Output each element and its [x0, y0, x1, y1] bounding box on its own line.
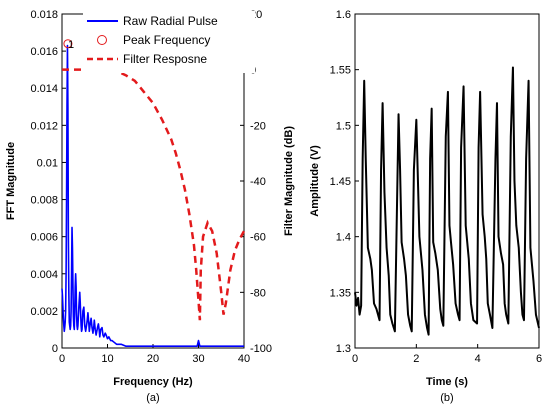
panel-a: 0 10 20 30 40 0 0.002 0.004 0.006 0.008 0.01 0.012…	[5, 9, 295, 404]
a-yr-tick-label-4: -20	[250, 120, 266, 132]
a-y-tick-label-7: 0.014	[30, 83, 58, 95]
b-y-tick-label-6: 1.6	[336, 9, 351, 21]
b-y-ticks: 1.3 1.35 1.4 1.45 1.5 1.55 1.6	[330, 9, 359, 355]
a-yr-tick-label-2: -60	[250, 232, 266, 244]
a-x-tick-label-1: 10	[101, 353, 113, 365]
peak-frequency-marker	[63, 39, 73, 49]
a-y-tick-label-0: 0	[52, 343, 58, 355]
b-x-tick-label-0: 0	[352, 353, 358, 365]
series-raw-radial-pulse	[61, 44, 244, 347]
b-x-axis-label: Time (s)	[426, 376, 468, 388]
series-amplitude	[354, 66, 540, 336]
a-yr-tick-label-1: -80	[250, 287, 266, 299]
a-yr-tick-label-3: -40	[250, 176, 266, 188]
a-y-tick-label-9: 0.018	[30, 9, 58, 21]
legend-a: Raw Radial Pulse Peak Frequency Filter R…	[83, 11, 255, 73]
legend-label-filter: Filter Resposne	[123, 52, 207, 66]
legend-label-raw: Raw Radial Pulse	[123, 14, 218, 28]
b-panel-label: (b)	[440, 392, 453, 404]
a-y-tick-label-1: 0.002	[30, 306, 58, 318]
a-x-tick-label-0: 0	[59, 353, 65, 365]
legend-swatch-peak	[97, 35, 107, 45]
a-x-ticks: 0 10 20 30 40	[59, 344, 250, 365]
a-yr-tick-label-0: -100	[250, 343, 272, 355]
panel-b: 0 2 4 6 1.3 1.35 1.4 1.45 1.5 1.55 1.6 Time (s) A…	[309, 9, 542, 404]
b-y-axis-label: Amplitude (V)	[309, 145, 321, 217]
b-y-tick-label-5: 1.55	[330, 65, 351, 77]
a-x-axis-label: Frequency (Hz)	[113, 376, 193, 388]
b-x-tick-label-3: 6	[536, 353, 542, 365]
b-y-tick-label-2: 1.4	[336, 232, 351, 244]
a-y-tick-label-6: 0.012	[30, 120, 58, 132]
a-panel-label: (a)	[146, 392, 159, 404]
a-y-tick-label-5: 0.01	[37, 157, 58, 169]
b-y-tick-label-0: 1.3	[336, 343, 351, 355]
b-x-tick-label-2: 4	[475, 353, 481, 365]
a-y-tick-label-3: 0.006	[30, 232, 58, 244]
a-y-tick-label-8: 0.016	[30, 46, 58, 58]
b-x-tick-label-1: 2	[413, 353, 419, 365]
a-x-tick-label-2: 20	[147, 353, 159, 365]
b-series-layer	[354, 66, 540, 336]
a-y-right-axis-label: Filter Magnitude (dB)	[283, 126, 295, 236]
b-x-ticks: 0 2 4 6	[352, 344, 542, 365]
plot-b-frame	[354, 13, 540, 349]
a-x-tick-label-4: 40	[238, 353, 250, 365]
b-y-tick-label-4: 1.5	[336, 120, 351, 132]
legend-label-peak: Peak Frequency	[123, 33, 210, 47]
b-y-tick-label-1: 1.35	[330, 287, 351, 299]
a-y-ticks: 0 0.002 0.004 0.006 0.008 0.01 0.012 0.014 0.016…	[30, 9, 66, 355]
b-y-tick-label-3: 1.45	[330, 176, 351, 188]
a-peak-annotation: 1	[68, 39, 74, 51]
a-y-tick-label-2: 0.004	[30, 269, 58, 281]
a-y-axis-label: FFT Magnitude	[5, 142, 17, 220]
a-y-tick-label-4: 0.008	[30, 195, 58, 207]
a-x-tick-label-3: 30	[192, 353, 204, 365]
